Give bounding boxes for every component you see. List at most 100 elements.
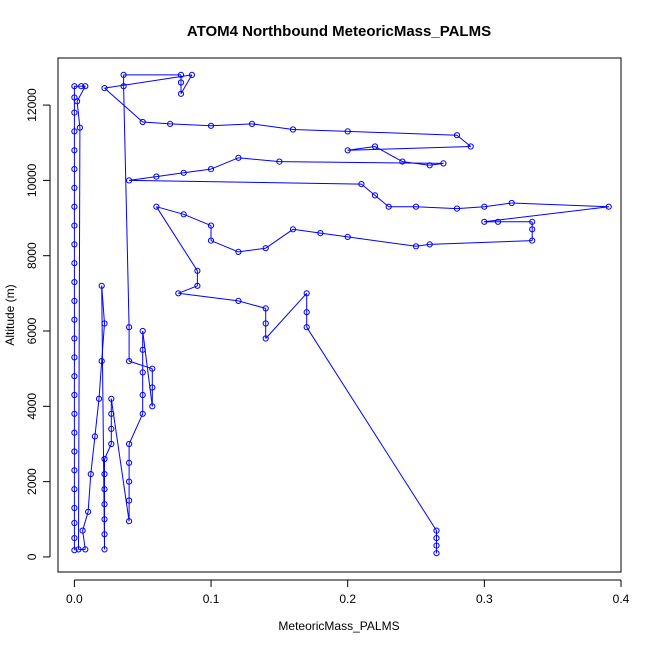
- data-point: [71, 83, 78, 90]
- data-point: [71, 547, 78, 554]
- data-point: [98, 282, 105, 289]
- data-point: [175, 290, 182, 297]
- series-connector-line: [292, 228, 321, 234]
- series-connector-line: [128, 413, 144, 445]
- data-point: [317, 230, 324, 237]
- data-point: [101, 546, 108, 553]
- data-point: [153, 173, 160, 180]
- data-point: [71, 260, 78, 267]
- data-point: [235, 248, 242, 255]
- series-connector-line: [82, 511, 89, 531]
- data-point: [87, 471, 94, 478]
- series-connector-line: [98, 361, 103, 399]
- data-point: [71, 373, 78, 380]
- series-connector-line: [178, 292, 239, 302]
- series-connector-line: [292, 129, 348, 132]
- series-connector-line: [429, 240, 533, 245]
- data-point: [167, 120, 174, 128]
- series-connector-line: [82, 530, 86, 550]
- data-point: [71, 535, 78, 542]
- chart-title: ATOM4 Northbound MeteoricMass_PALMS: [187, 23, 491, 40]
- data-point: [71, 429, 78, 436]
- data-point: [126, 177, 133, 184]
- data-point: [207, 237, 215, 244]
- series-connector-line: [104, 87, 144, 123]
- data-point: [71, 335, 78, 342]
- data-point: [149, 384, 156, 391]
- data-point: [139, 118, 146, 126]
- x-tick-label: 0.0: [66, 592, 83, 606]
- data-point: [71, 467, 78, 474]
- data-point: [262, 320, 269, 327]
- data-point: [467, 143, 474, 150]
- series-connector-line: [251, 123, 294, 130]
- data-point: [75, 546, 82, 553]
- data-point: [303, 324, 310, 331]
- data-point: [303, 290, 310, 297]
- series-connector-line: [110, 398, 130, 522]
- data-point: [120, 71, 127, 79]
- data-point: [101, 486, 108, 493]
- series-connector-line: [178, 285, 198, 294]
- series-connector-line: [238, 247, 266, 253]
- data-point: [71, 147, 78, 154]
- data-point: [71, 391, 78, 399]
- data-point: [433, 550, 440, 557]
- data-point: [481, 218, 488, 225]
- data-point: [108, 410, 115, 417]
- series-connector-line: [156, 172, 184, 178]
- data-point: [126, 440, 133, 448]
- series-connector-line: [183, 168, 212, 174]
- data-point: [529, 218, 536, 225]
- data-point: [207, 222, 215, 229]
- data-point: [82, 546, 89, 553]
- plot-frame: [57, 57, 622, 573]
- series-connector-line: [87, 474, 92, 512]
- data-point: [71, 109, 78, 116]
- data-point: [108, 440, 115, 448]
- data-point: [177, 71, 185, 79]
- data-point: [344, 128, 351, 135]
- series-connector-line: [183, 213, 212, 227]
- data-point: [344, 147, 351, 154]
- series-connector-line: [155, 206, 198, 272]
- data-point: [453, 205, 461, 212]
- series-connector-line: [94, 398, 100, 437]
- data-point: [101, 501, 108, 508]
- data-point: [177, 79, 185, 86]
- data-point: [139, 327, 146, 335]
- series-connector-line: [306, 326, 437, 531]
- series-connector-line: [180, 74, 193, 95]
- x-tick-label: 0.4: [613, 592, 630, 606]
- data-point: [303, 309, 310, 316]
- data-point: [276, 158, 283, 165]
- series-connector-line: [129, 179, 362, 185]
- data-point: [235, 297, 242, 304]
- data-point: [71, 166, 78, 173]
- data-point: [78, 83, 85, 90]
- data-point: [412, 243, 420, 250]
- data-point: [289, 126, 297, 133]
- data-point: [508, 199, 515, 207]
- y-axis: 0 2000 4000 6000 8000 10000 12000: [25, 88, 51, 560]
- data-point: [412, 203, 420, 210]
- data-point: [180, 169, 187, 176]
- x-axis-label: MeteoricMass_PALMS: [278, 619, 399, 633]
- x-tick-label: 0.2: [339, 592, 356, 606]
- data-point: [71, 297, 78, 304]
- data-point: [71, 316, 78, 323]
- data-point: [101, 85, 108, 92]
- x-axis: 0.0 0.1 0.2 0.3 0.4: [66, 579, 630, 606]
- series-connector-line: [347, 236, 417, 247]
- data-point: [95, 395, 103, 402]
- data-point: [101, 531, 108, 538]
- data-point: [126, 518, 133, 525]
- y-tick-label: 12000: [25, 88, 39, 122]
- data-point: [207, 122, 215, 129]
- data-point: [194, 282, 201, 289]
- data-point: [494, 218, 502, 225]
- data-point: [248, 120, 256, 128]
- data-point: [149, 365, 156, 372]
- data-point: [481, 203, 488, 210]
